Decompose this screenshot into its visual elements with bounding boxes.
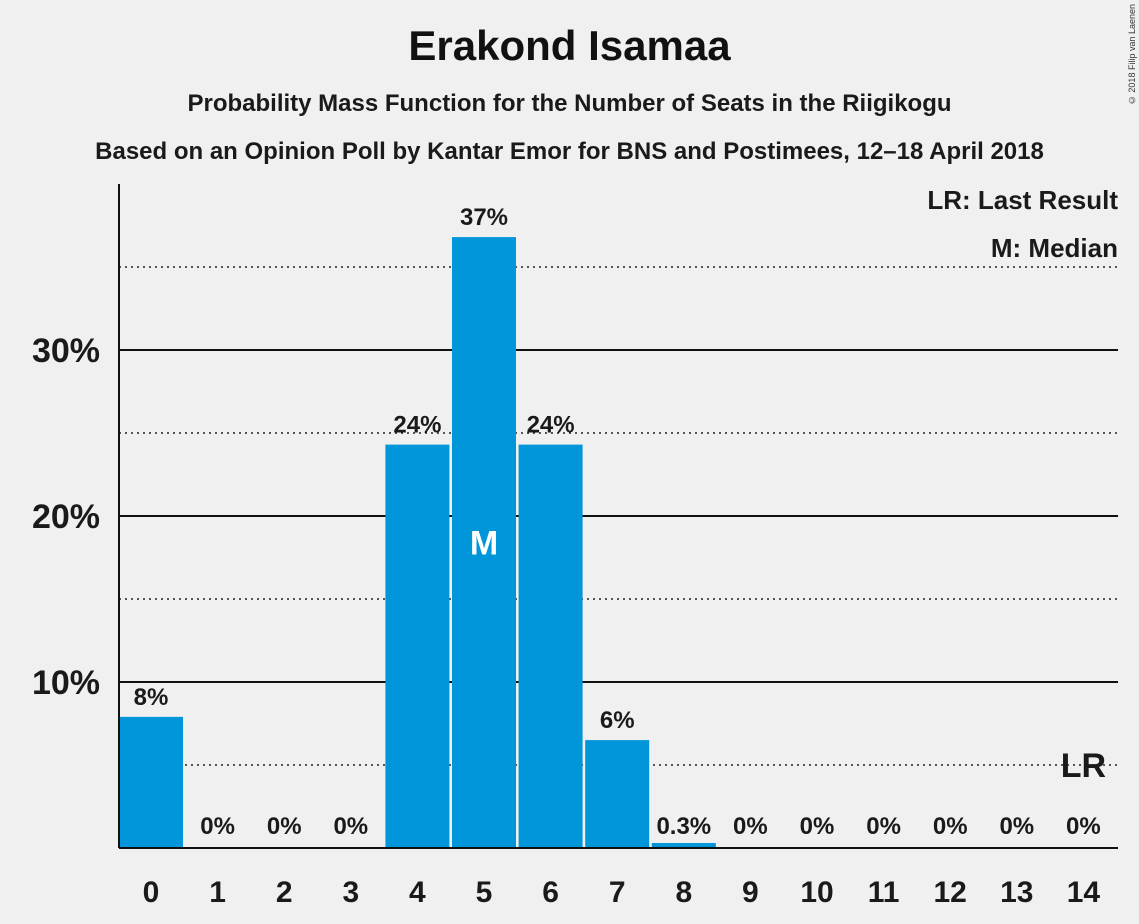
chart-title: Erakond Isamaa — [408, 22, 731, 69]
data-label: 0% — [933, 813, 968, 840]
legend: LR: Last Result M: Median — [927, 185, 1118, 263]
x-tick-label: 3 — [342, 876, 359, 909]
y-tick-label: 30% — [32, 332, 100, 370]
chart-subtitle: Probability Mass Function for the Number… — [187, 90, 952, 117]
median-marker: M — [470, 525, 498, 563]
data-label: 0% — [333, 813, 368, 840]
data-label: 0% — [999, 813, 1034, 840]
x-tick-label: 8 — [675, 876, 692, 909]
x-tick-label: 1 — [209, 876, 226, 909]
data-label: 0% — [267, 813, 302, 840]
x-tick-label: 12 — [934, 876, 967, 909]
x-tick-label: 2 — [276, 876, 293, 909]
y-tick-label: 10% — [32, 664, 100, 702]
data-label: 24% — [393, 412, 441, 439]
x-tick-label: 14 — [1067, 876, 1101, 909]
chart-source: Based on an Opinion Poll by Kantar Emor … — [95, 138, 1044, 165]
data-labels: 8% 0% 0% 0% 24% 37% 24% 6% 0.3% 0% 0% 0% 0% 0% 0% M LR — [134, 204, 1106, 840]
axes: 10%20%30%0 1 2 3 4 5 6 7 8 9 10 11 12 13 14 — [32, 184, 1118, 909]
data-label: 37% — [460, 204, 508, 231]
bar — [385, 444, 450, 848]
data-label: 0% — [866, 813, 901, 840]
data-label: 0% — [800, 813, 835, 840]
data-label: 0% — [733, 813, 768, 840]
bar — [518, 444, 583, 848]
bar — [585, 740, 650, 848]
bar — [119, 716, 183, 848]
data-label: 0.3% — [656, 813, 711, 840]
x-tick-label: 13 — [1000, 876, 1033, 909]
x-tick-label: 6 — [542, 876, 559, 909]
y-tick-label: 20% — [32, 498, 100, 536]
bar — [651, 843, 716, 848]
x-tick-label: 9 — [742, 876, 759, 909]
x-tick-label: 10 — [800, 876, 833, 909]
bar — [452, 237, 516, 848]
legend-median: M: Median — [991, 233, 1118, 263]
bars — [119, 237, 716, 848]
data-label: 0% — [200, 813, 235, 840]
gridlines — [119, 266, 1118, 766]
data-label: 8% — [134, 684, 169, 711]
x-tick-label: 11 — [868, 876, 900, 909]
legend-last-result: LR: Last Result — [927, 185, 1118, 215]
data-label: 6% — [600, 707, 635, 734]
last-result-marker: LR — [1061, 747, 1106, 785]
x-tick-label: 5 — [476, 876, 493, 909]
x-tick-label: 0 — [143, 876, 160, 909]
data-label: 24% — [527, 412, 575, 439]
x-tick-label: 4 — [409, 876, 426, 909]
data-label: 0% — [1066, 813, 1101, 840]
x-tick-label: 7 — [609, 876, 626, 909]
